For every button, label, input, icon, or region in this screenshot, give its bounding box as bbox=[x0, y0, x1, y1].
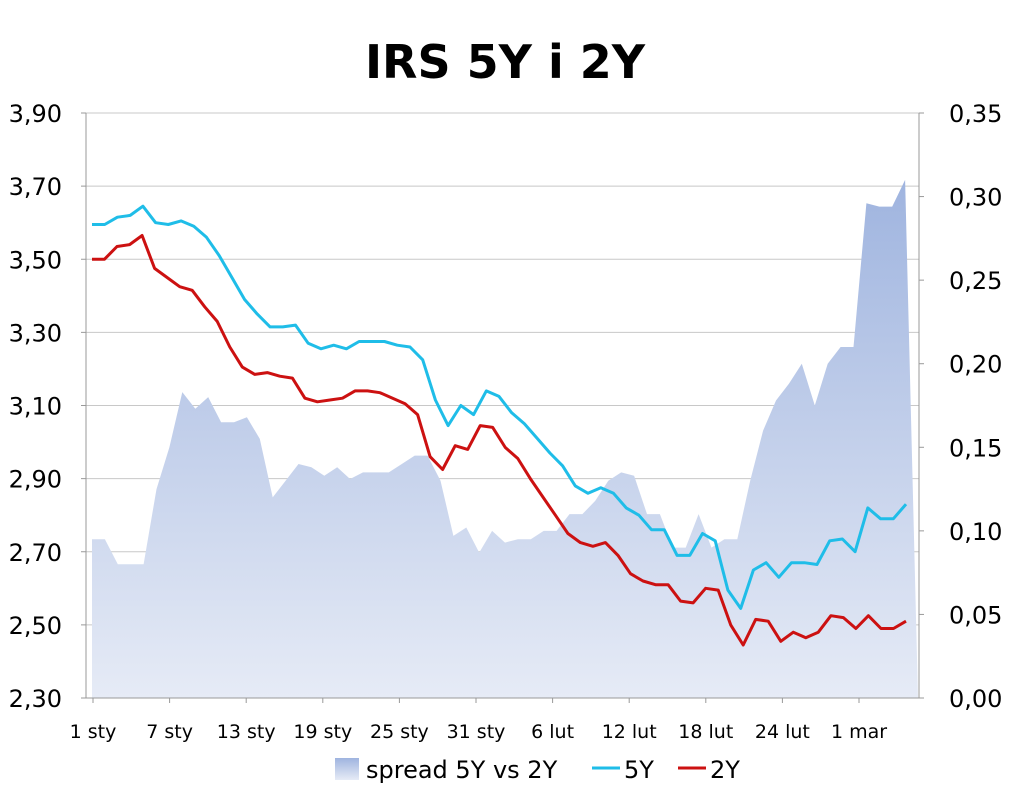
x-tick-label: 7 sty bbox=[146, 721, 193, 743]
x-tick-label: 13 sty bbox=[217, 721, 276, 743]
y-left-tick-label: 2,70 bbox=[9, 539, 62, 567]
legend: spread 5Y vs 2Y 5Y 2Y bbox=[335, 756, 740, 784]
x-tick-label: 31 sty bbox=[447, 721, 506, 743]
y-left-tick-label: 2,90 bbox=[9, 466, 62, 494]
legend-label-5y: 5Y bbox=[624, 756, 654, 784]
x-tick-label: 19 sty bbox=[293, 721, 352, 743]
x-tick-label: 24 lut bbox=[755, 721, 810, 743]
y-left-tick-label: 3,90 bbox=[9, 100, 62, 128]
series-2y-line bbox=[92, 234, 907, 647]
y-left-tick-label: 3,10 bbox=[9, 393, 62, 421]
series-spread-area bbox=[92, 179, 918, 698]
legend-label-2y: 2Y bbox=[710, 756, 740, 784]
chart-title: IRS 5Y i 2Y bbox=[365, 35, 646, 89]
x-tick-label: 1 mar bbox=[831, 721, 887, 743]
y-right-tick-label: 0,20 bbox=[949, 351, 1002, 379]
y-right-tick-label: 0,00 bbox=[949, 685, 1002, 713]
x-tick-label: 12 lut bbox=[602, 721, 657, 743]
y-right-tick-label: 0,05 bbox=[949, 601, 1002, 629]
y-right-tick-label: 0,10 bbox=[949, 518, 1002, 546]
x-tick-label: 1 sty bbox=[70, 721, 117, 743]
y-left-tick-label: 2,50 bbox=[9, 612, 62, 640]
y-left-tick-label: 2,30 bbox=[9, 685, 62, 713]
y-left-tick-label: 3,50 bbox=[9, 246, 62, 274]
y-right-tick-label: 0,15 bbox=[949, 434, 1002, 462]
legend-label-spread: spread 5Y vs 2Y bbox=[366, 756, 558, 784]
series-5y-line bbox=[92, 204, 908, 610]
y-left-tick-label: 3,70 bbox=[9, 173, 62, 201]
y-right-tick-label: 0,25 bbox=[949, 267, 1002, 295]
y-right-tick-label: 0,35 bbox=[949, 100, 1002, 128]
x-tick-label: 25 sty bbox=[370, 721, 429, 743]
y-right-tick-label: 0,30 bbox=[949, 184, 1002, 212]
legend-swatch-spread bbox=[335, 758, 359, 780]
x-tick-label: 18 lut bbox=[678, 721, 733, 743]
x-tick-label: 6 lut bbox=[531, 721, 574, 743]
y-left-tick-label: 3,30 bbox=[9, 319, 62, 347]
